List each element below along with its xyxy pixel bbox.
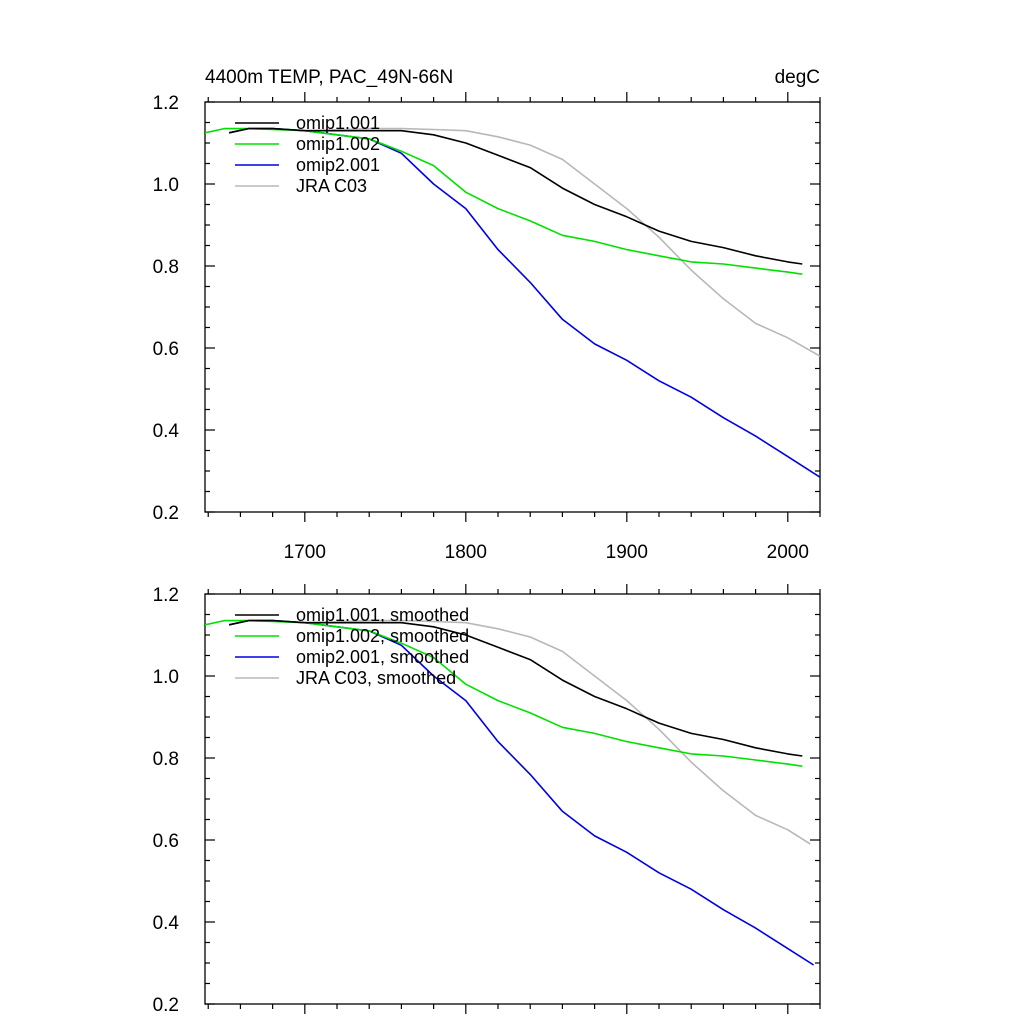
- y-tick-label: 1.2: [153, 93, 179, 114]
- legend-label-omip1-002: omip1.002: [296, 134, 380, 154]
- y-tick-label: 0.6: [153, 339, 179, 360]
- legend-label-omip2-001: omip2.001: [296, 155, 380, 175]
- x-tick-label: 1700: [284, 542, 326, 563]
- legend-label-omip2-001-smoothed: omip2.001, smoothed: [296, 647, 469, 667]
- top-panel: 0.2 0.4 0.6 0.8 1.0 1.2 1700 1800 1900 2000 4400m …: [153, 67, 821, 563]
- legend-label-jra-c03-smoothed: JRA C03, smoothed: [296, 668, 456, 688]
- y-tick-label: 1.0: [153, 175, 179, 196]
- y-tick-label: 0.2: [153, 503, 179, 524]
- chart-title: 4400m TEMP, PAC_49N-66N: [205, 67, 453, 88]
- series-line-omip1-001: [228, 127, 803, 265]
- series-line-jra-c03-smoothed: [304, 619, 811, 845]
- x-tick-label: 1800: [445, 542, 487, 563]
- x-tick-label: 1900: [606, 542, 648, 563]
- y-tick-label: 0.6: [153, 831, 179, 852]
- legend-label-omip1-001-smoothed: omip1.001, smoothed: [296, 605, 469, 625]
- x-tick-label: 2000: [767, 542, 809, 563]
- legend-label-omip1-001: omip1.001: [296, 113, 380, 133]
- y-tick-label: 0.8: [153, 257, 179, 278]
- units-label: degC: [775, 67, 820, 88]
- y-tick-label: 0.4: [153, 913, 180, 934]
- y-tick-label: 1.2: [153, 585, 179, 606]
- y-tick-label: 1.0: [153, 667, 179, 688]
- y-tick-label: 0.4: [153, 421, 180, 442]
- series-line-omip1-002: [205, 127, 803, 275]
- series-line-omip1-002-smoothed: [205, 619, 803, 767]
- y-tick-label: 0.8: [153, 749, 179, 770]
- y-tick-label: 0.2: [153, 995, 179, 1016]
- series-line-jra-c03: [304, 127, 820, 357]
- series-line-omip1-001-smoothed: [228, 619, 803, 757]
- legend-label-omip1-002-smoothed: omip1.002, smoothed: [296, 626, 469, 646]
- legend-label-jra-c03: JRA C03: [296, 176, 367, 196]
